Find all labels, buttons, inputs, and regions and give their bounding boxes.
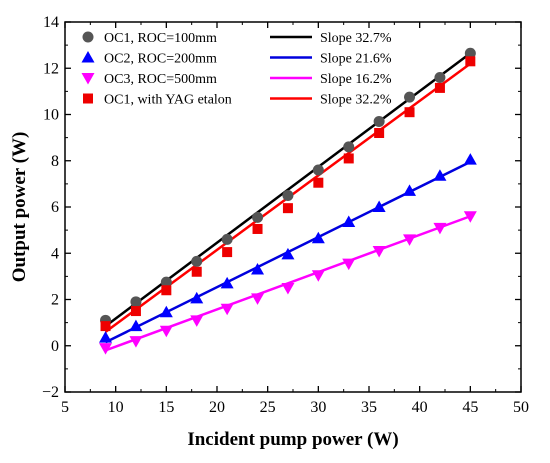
data-point xyxy=(129,336,143,348)
data-point xyxy=(434,82,445,93)
y-tick-label: −2 xyxy=(42,384,59,401)
legend-marker xyxy=(83,93,93,104)
legend-label: Slope 21.6% xyxy=(320,52,392,67)
x-tick-label: 5 xyxy=(61,399,69,416)
x-tick-label: 10 xyxy=(108,399,124,416)
data-point xyxy=(191,255,203,267)
legend-label: Slope 32.7% xyxy=(320,31,392,46)
axis-ticks: 5 10 15 20 25 30 35 40 45 50 −2 0 2 4 6 8 10 12 14 xyxy=(42,14,529,416)
legend-label: Slope 32.2% xyxy=(320,93,392,108)
data-point xyxy=(433,169,447,181)
y-tick-label: 2 xyxy=(51,292,59,309)
data-point xyxy=(160,276,172,288)
data-point xyxy=(99,331,113,343)
data-point xyxy=(252,211,264,223)
data-point xyxy=(463,153,477,165)
x-tick-label: 45 xyxy=(462,399,478,416)
x-tick-label: 50 xyxy=(513,399,529,416)
data-point xyxy=(464,47,476,59)
data-point xyxy=(99,343,113,355)
legend-marker xyxy=(81,73,95,85)
y-tick-label: 8 xyxy=(51,153,59,170)
legend-marker xyxy=(81,51,95,63)
data-point xyxy=(312,164,324,176)
data-point xyxy=(372,245,386,258)
data-point xyxy=(281,282,295,295)
x-tick-label: 30 xyxy=(310,399,326,416)
data-point xyxy=(161,285,172,296)
y-tick-label: 10 xyxy=(43,107,59,124)
data-point xyxy=(221,233,233,245)
data-point xyxy=(343,153,354,164)
data-point xyxy=(282,203,293,214)
x-tick-label: 15 xyxy=(158,399,174,416)
y-tick-label: 14 xyxy=(43,14,59,31)
data-point xyxy=(342,258,356,271)
data-point xyxy=(404,107,415,118)
data-point xyxy=(159,325,173,338)
data-point xyxy=(433,222,447,235)
data-point xyxy=(220,276,234,289)
legend-label: OC3, ROC=500mm xyxy=(104,72,217,87)
data-point xyxy=(251,262,265,275)
data-point xyxy=(311,231,325,244)
data-point xyxy=(281,247,295,260)
data-point xyxy=(191,266,202,277)
data-point xyxy=(403,234,417,246)
data-point xyxy=(220,303,234,316)
data-point xyxy=(251,293,265,305)
legend-marker xyxy=(82,31,94,43)
y-tick-label: 6 xyxy=(51,199,59,216)
data-point xyxy=(190,315,204,327)
data-point xyxy=(159,305,173,318)
data-point xyxy=(373,115,385,127)
legend: OC1, ROC=100mm OC2, ROC=200mm OC3, ROC=500… xyxy=(81,31,392,108)
data-point xyxy=(311,270,325,282)
y-tick-label: 12 xyxy=(43,60,59,77)
legend-label: OC1, ROC=100mm xyxy=(104,31,217,46)
data-point xyxy=(129,319,143,332)
data-point xyxy=(130,306,141,317)
x-axis-title: Incident pump power (W) xyxy=(187,429,398,450)
data-point xyxy=(374,128,385,138)
x-tick-label: 25 xyxy=(260,399,276,416)
legend-label: Slope 16.2% xyxy=(320,72,392,87)
data-point xyxy=(343,141,355,153)
data-points xyxy=(99,47,477,355)
data-point xyxy=(404,91,416,103)
data-point xyxy=(434,72,446,83)
x-tick-label: 20 xyxy=(209,399,225,416)
data-point xyxy=(342,215,356,228)
data-point xyxy=(372,200,386,212)
legend-label: OC1, with YAG etalon xyxy=(104,93,232,108)
data-point xyxy=(463,211,477,223)
y-tick-label: 0 xyxy=(51,338,59,355)
x-tick-label: 35 xyxy=(361,399,377,416)
x-tick-label: 40 xyxy=(412,399,428,416)
data-point xyxy=(313,177,324,188)
data-point xyxy=(222,247,233,258)
data-point xyxy=(130,296,142,308)
data-point xyxy=(282,189,294,201)
data-point xyxy=(403,184,417,196)
y-axis-title: Output power (W) xyxy=(9,132,30,283)
data-point xyxy=(252,223,263,234)
y-tick-label: 4 xyxy=(51,245,59,262)
data-point xyxy=(190,291,204,304)
data-point xyxy=(465,56,476,67)
legend-label: OC2, ROC=200mm xyxy=(104,52,217,67)
data-point xyxy=(100,321,111,332)
